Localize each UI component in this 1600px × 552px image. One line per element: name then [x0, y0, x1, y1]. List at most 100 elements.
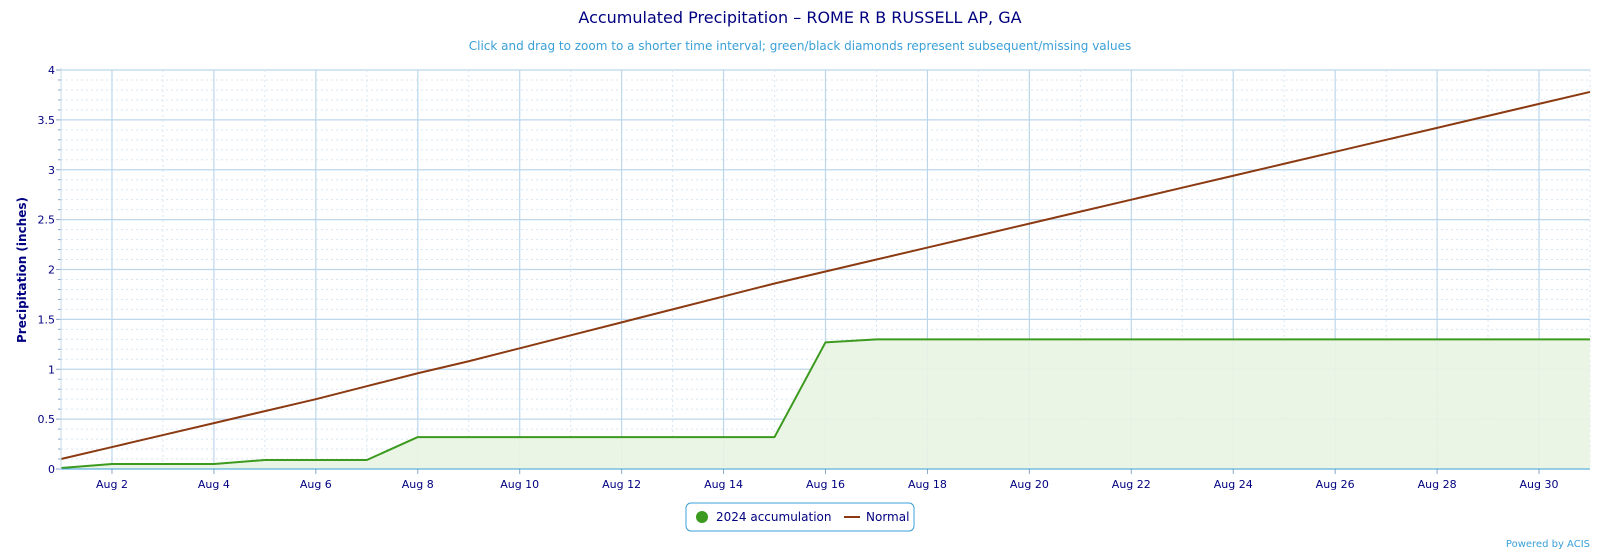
normal-point[interactable]	[415, 370, 421, 376]
normal-point[interactable]	[466, 358, 472, 364]
accumulation-point[interactable]	[1587, 336, 1593, 342]
legend-accumulation-marker	[696, 511, 708, 523]
x-tick-label: Aug 10	[500, 478, 539, 491]
x-tick-label: Aug 12	[602, 478, 641, 491]
normal-point[interactable]	[109, 444, 115, 450]
x-tick-label: Aug 22	[1112, 478, 1151, 491]
accumulation-area	[61, 339, 1590, 469]
accumulation-point[interactable]	[670, 434, 676, 440]
normal-point[interactable]	[313, 396, 319, 402]
accumulation-point[interactable]	[364, 457, 370, 463]
y-tick-label: 1.5	[38, 313, 56, 326]
accumulation-point[interactable]	[160, 461, 166, 467]
accumulation-point[interactable]	[772, 434, 778, 440]
accumulation-point[interactable]	[619, 434, 625, 440]
accumulation-point[interactable]	[211, 461, 217, 467]
accumulation-point[interactable]	[568, 434, 574, 440]
normal-point[interactable]	[517, 345, 523, 351]
accumulation-point[interactable]	[823, 339, 829, 345]
accumulation-point[interactable]	[873, 336, 879, 342]
x-tick-label: Aug 4	[198, 478, 230, 491]
accumulation-point[interactable]	[1434, 336, 1440, 342]
x-tick-label: Aug 2	[96, 478, 128, 491]
x-tick-label: Aug 26	[1316, 478, 1355, 491]
x-tick-label: Aug 30	[1520, 478, 1559, 491]
normal-point[interactable]	[1230, 173, 1236, 179]
accumulation-point[interactable]	[1536, 336, 1542, 342]
normal-point[interactable]	[924, 245, 930, 251]
x-tick-label: Aug 8	[402, 478, 434, 491]
accumulation-point[interactable]	[721, 434, 727, 440]
accumulation-point[interactable]	[1281, 336, 1287, 342]
normal-point[interactable]	[1128, 197, 1134, 203]
accumulation-point[interactable]	[1128, 336, 1134, 342]
y-tick-label: 3	[48, 164, 55, 177]
normal-point[interactable]	[975, 233, 981, 239]
y-tick-label: 0.5	[38, 413, 56, 426]
y-axis-label: Precipitation (inches)	[15, 197, 29, 343]
normal-point[interactable]	[364, 383, 370, 389]
accumulation-point[interactable]	[924, 336, 930, 342]
normal-point[interactable]	[262, 408, 268, 414]
accumulation-point[interactable]	[1230, 336, 1236, 342]
axes: 0 0.5 1 1.5 2 2.5 3 3.5 4 Aug 2 Aug 4 Aug 6 Aug 8 Aug…	[38, 64, 1590, 491]
accumulation-point[interactable]	[1179, 336, 1185, 342]
accumulation-line[interactable]	[60, 338, 1590, 469]
y-tick-label: 0	[48, 463, 55, 476]
normal-point[interactable]	[1383, 137, 1389, 143]
normal-point[interactable]	[1587, 89, 1593, 95]
accumulation-point[interactable]	[975, 336, 981, 342]
chart-subtitle: Click and drag to zoom to a shorter time…	[469, 39, 1131, 53]
accumulation-point[interactable]	[109, 461, 115, 467]
x-tick-label: Aug 28	[1418, 478, 1457, 491]
legend-normal-label[interactable]: Normal	[866, 510, 909, 524]
accumulation-point[interactable]	[517, 434, 523, 440]
normal-point[interactable]	[1026, 221, 1032, 227]
normal-point[interactable]	[1179, 185, 1185, 191]
normal-point[interactable]	[1281, 161, 1287, 167]
normal-point[interactable]	[1332, 149, 1338, 155]
normal-point[interactable]	[670, 306, 676, 312]
normal-point[interactable]	[1077, 209, 1083, 215]
normal-point[interactable]	[1485, 113, 1491, 119]
normal-point[interactable]	[619, 319, 625, 325]
normal-point[interactable]	[721, 293, 727, 299]
normal-point[interactable]	[823, 268, 829, 274]
x-tick-label: Aug 6	[300, 478, 332, 491]
x-tick-label: Aug 14	[704, 478, 743, 491]
legend-accumulation-label[interactable]: 2024 accumulation	[716, 510, 831, 524]
y-tick-label: 2	[48, 264, 55, 277]
normal-point[interactable]	[160, 432, 166, 438]
series-layer	[60, 89, 1593, 469]
normal-point[interactable]	[1536, 101, 1542, 107]
x-tick-label: Aug 24	[1214, 478, 1253, 491]
normal-point[interactable]	[873, 257, 879, 263]
accumulation-point[interactable]	[1332, 336, 1338, 342]
normal-line[interactable]	[60, 90, 1591, 460]
accumulation-point[interactable]	[466, 434, 472, 440]
chart-title: Accumulated Precipitation – ROME R B RUS…	[578, 8, 1021, 27]
accumulation-point[interactable]	[262, 457, 268, 463]
accumulation-point[interactable]	[1383, 336, 1389, 342]
y-tick-label: 4	[48, 64, 55, 77]
y-tick-label: 3.5	[38, 114, 56, 127]
y-tick-label: 2.5	[38, 214, 56, 227]
normal-point[interactable]	[772, 280, 778, 286]
normal-point[interactable]	[211, 420, 217, 426]
x-tick-label: Aug 18	[908, 478, 947, 491]
y-tick-label: 1	[48, 363, 55, 376]
normal-point[interactable]	[568, 332, 574, 338]
legend[interactable]: 2024 accumulation Normal	[685, 502, 915, 532]
accumulation-point[interactable]	[1077, 336, 1083, 342]
area-layer	[61, 339, 1590, 469]
normal-point[interactable]	[1434, 125, 1440, 131]
accumulation-point[interactable]	[1026, 336, 1032, 342]
x-tick-label: Aug 16	[806, 478, 845, 491]
accumulation-point[interactable]	[415, 434, 421, 440]
grid	[60, 69, 1591, 469]
credit-text: Powered by ACIS	[1506, 539, 1590, 550]
accumulation-point[interactable]	[1485, 336, 1491, 342]
accumulation-point[interactable]	[313, 457, 319, 463]
x-tick-label: Aug 20	[1010, 478, 1049, 491]
